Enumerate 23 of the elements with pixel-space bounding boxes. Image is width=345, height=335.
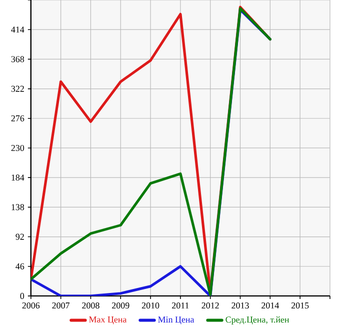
x-tick-label: 2015 — [291, 302, 309, 308]
y-tick-label: 230 — [11, 144, 24, 151]
legend-label: Min Цена — [158, 316, 194, 324]
x-tick-label: 2012 — [202, 302, 219, 308]
y-tick-label: 0 — [20, 292, 24, 299]
y-tick-label: 46 — [16, 263, 24, 270]
y-tick-label: 92 — [16, 234, 24, 240]
x-tick-label: 2007 — [52, 302, 70, 308]
legend-label: Max Цена — [89, 316, 127, 324]
legend-label: Сред.Цена, т.йен — [226, 316, 290, 324]
y-tick-label: 414 — [11, 26, 24, 33]
x-tick-label: 2008 — [82, 302, 100, 308]
x-tick-label: 2011 — [172, 302, 189, 308]
x-tick-label: 2014 — [262, 302, 279, 308]
x-tick-label: 2013 — [232, 302, 249, 308]
x-tick-label: 2006 — [22, 302, 40, 308]
y-tick-label: 368 — [11, 56, 24, 62]
x-tick-label: 2009 — [112, 302, 130, 308]
y-tick-label: 276 — [11, 115, 24, 122]
y-tick-label: 138 — [12, 204, 24, 210]
y-tick-label: 322 — [11, 86, 24, 92]
y-tick-label: 184 — [12, 174, 24, 181]
x-tick-label: 2010 — [142, 302, 160, 308]
